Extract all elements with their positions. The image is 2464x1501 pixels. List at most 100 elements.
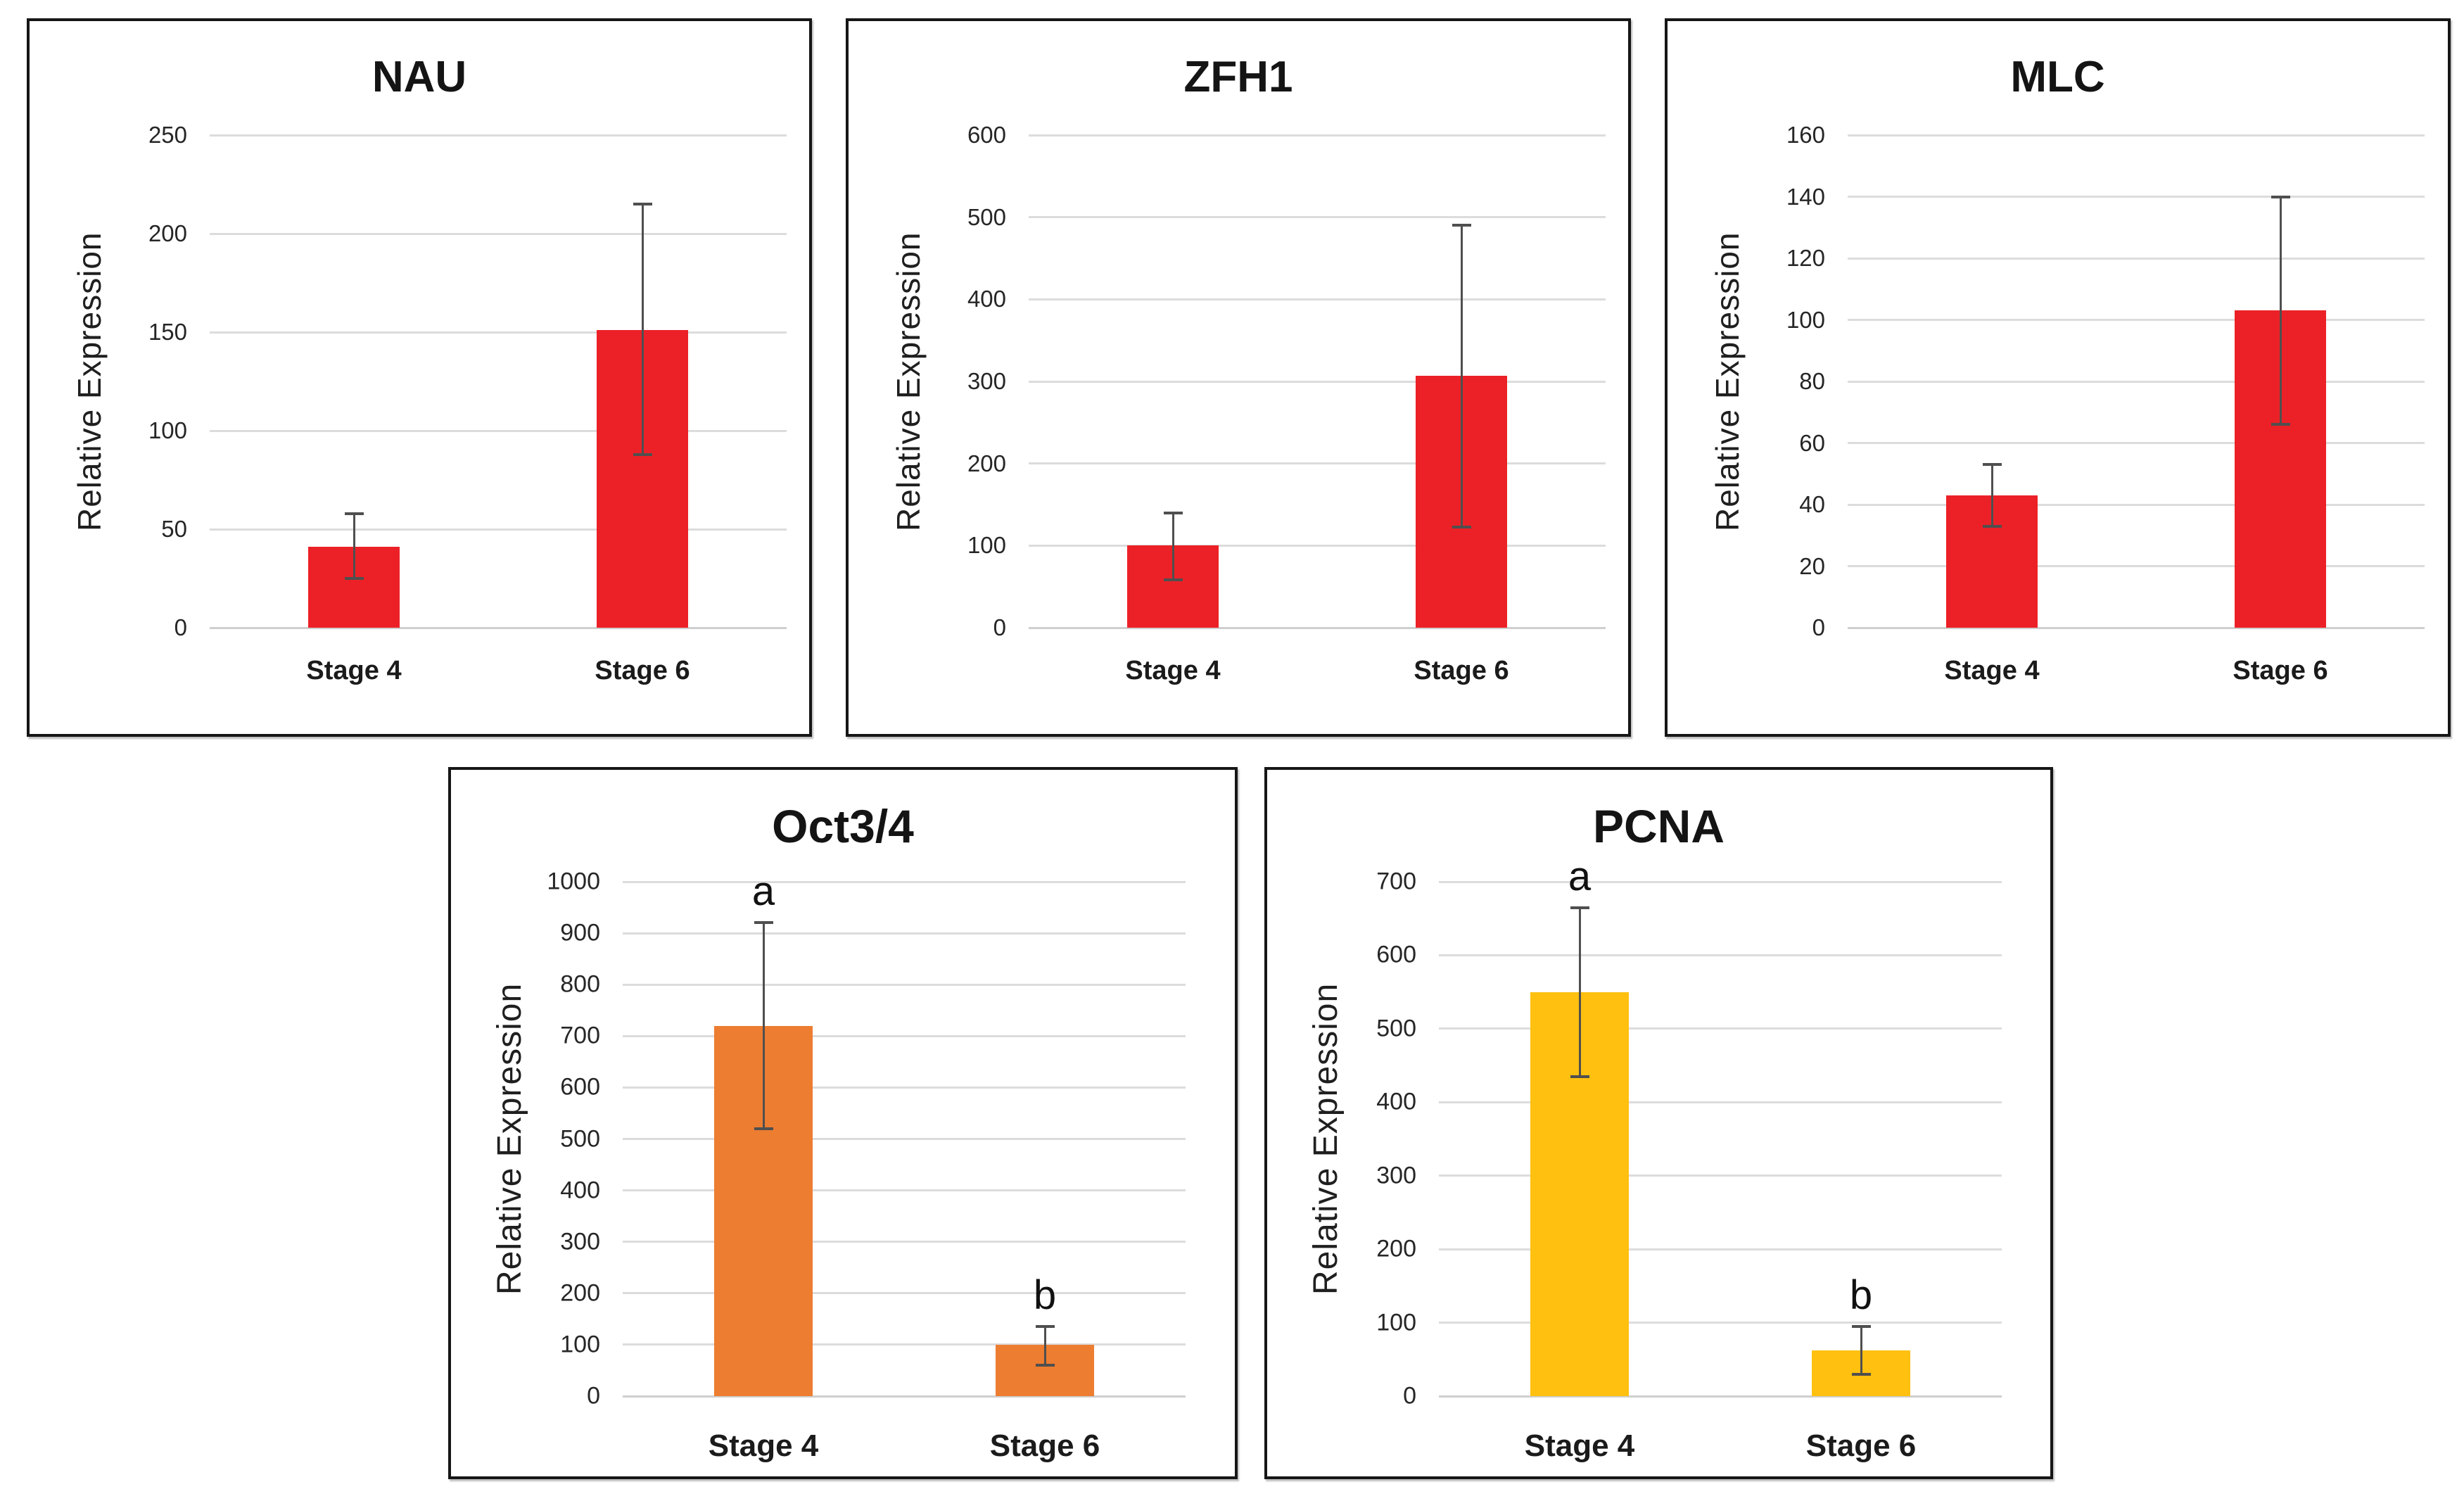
category-label: Stage 6 — [989, 1429, 1100, 1463]
gridline — [1029, 626, 1606, 629]
gridline — [1848, 319, 2425, 321]
gridline — [1848, 380, 2425, 383]
y-tick-label: 500 — [1376, 1015, 1416, 1042]
gridline — [623, 1138, 1186, 1140]
plot-area: 0 100 200 300 400 500 600 Stage 4 Stage 6 — [967, 122, 1606, 685]
category-label: Stage 4 — [1125, 656, 1221, 685]
error-bar-cap — [1570, 906, 1589, 909]
error-bar — [1171, 512, 1174, 581]
category-label: Stage 6 — [2233, 656, 2328, 685]
gridline — [1029, 380, 1606, 383]
y-tick-label: 250 — [148, 122, 187, 148]
error-bar-cap — [1035, 1364, 1055, 1367]
y-tick-label: 150 — [148, 319, 187, 345]
chart-title: ZFH1 — [1183, 53, 1293, 101]
y-tick-label: 0 — [993, 614, 1006, 640]
y-tick-label: 500 — [560, 1125, 600, 1152]
y-tick-label: 400 — [967, 286, 1006, 312]
y-tick-label: 80 — [1799, 368, 1825, 394]
gridline — [1029, 216, 1606, 219]
gridline — [1848, 196, 2425, 198]
error-bar — [1460, 225, 1463, 527]
gridline — [210, 429, 787, 432]
error-bar-cap — [1982, 524, 2002, 528]
gridline — [1848, 626, 2425, 629]
y-axis-label: Relative Expression — [1709, 232, 1746, 531]
y-tick-label: 100 — [560, 1331, 600, 1358]
gridline — [210, 626, 787, 629]
category-label: Stage 6 — [595, 656, 690, 685]
y-tick-label: 100 — [1786, 306, 1825, 333]
error-bar — [2279, 196, 2282, 425]
y-tick-label: 1000 — [547, 868, 600, 895]
error-bar — [1990, 464, 1993, 526]
chart-title: Oct3/4 — [772, 800, 914, 852]
gridline — [210, 528, 787, 531]
chart-title: NAU — [371, 53, 467, 101]
y-tick-label: 200 — [560, 1279, 600, 1307]
chart-panel-nau: NAU Relative Expression 0 50 100 150 200 250 S… — [27, 18, 812, 737]
significance-letter: a — [751, 868, 775, 915]
error-bar-cap — [1851, 1372, 1871, 1376]
chart-panel-mlc: MLC Relative Expression 0 20 40 60 80 100 120 1… — [1665, 18, 2451, 737]
error-bar-cap — [1452, 224, 1471, 227]
gridline — [1439, 1248, 2002, 1250]
category-label: Stage 6 — [1805, 1429, 1917, 1463]
y-axis-label: Relative Expression — [1307, 982, 1345, 1296]
gridline — [623, 1292, 1186, 1295]
y-axis-label: Relative Expression — [890, 232, 927, 531]
gridline — [1439, 880, 2002, 883]
plot-area: 0 100 200 300 400 500 600 700 800 900 1000 Stage 4 a… — [547, 868, 1186, 1463]
y-tick-label: 0 — [1403, 1382, 1416, 1410]
error-bar — [353, 513, 355, 578]
error-bar — [762, 923, 765, 1129]
gridline — [623, 983, 1186, 986]
error-bar-cap — [2271, 195, 2290, 198]
gridline — [623, 880, 1186, 883]
y-tick-label: 400 — [560, 1177, 600, 1204]
y-tick-label: 900 — [560, 919, 600, 946]
gridline — [1439, 1174, 2002, 1177]
y-axis-label: Relative Expression — [491, 982, 528, 1296]
y-tick-label: 500 — [967, 203, 1006, 230]
error-bar-cap — [1452, 525, 1471, 528]
y-tick-label: 100 — [967, 532, 1006, 559]
y-tick-label: 400 — [1376, 1088, 1416, 1115]
y-tick-label: 600 — [967, 122, 1006, 148]
gridline — [1439, 1395, 2002, 1398]
gridline — [1848, 257, 2425, 260]
plot-area: 0 100 200 300 400 500 600 700 Stage 4 a Stage 6 b — [1376, 854, 2002, 1463]
error-bar-cap — [1982, 463, 2002, 467]
category-label: Stage 4 — [708, 1429, 819, 1463]
error-bar — [1043, 1326, 1046, 1366]
error-bar — [641, 204, 644, 455]
y-tick-label: 200 — [148, 220, 187, 246]
error-bar — [1578, 907, 1581, 1077]
y-tick-label: 0 — [587, 1382, 600, 1410]
plot-area: 0 50 100 150 200 250 Stage 4 Stage 6 — [148, 122, 787, 685]
gridline — [210, 331, 787, 334]
y-tick-label: 200 — [967, 450, 1006, 476]
gridline — [623, 1343, 1186, 1346]
y-tick-label: 50 — [161, 516, 187, 542]
chart-title: MLC — [2010, 53, 2105, 101]
chart-title: PCNA — [1592, 800, 1725, 852]
error-bar-cap — [633, 452, 652, 456]
significance-letter: a — [1568, 853, 1592, 899]
y-tick-label: 100 — [1376, 1309, 1416, 1336]
category-label: Stage 4 — [1524, 1429, 1635, 1463]
y-tick-label: 60 — [1799, 429, 1825, 456]
y-tick-label: 700 — [560, 1022, 600, 1049]
gridline — [623, 932, 1186, 935]
gridline — [623, 1189, 1186, 1192]
error-bar-cap — [1163, 511, 1183, 514]
error-bar-cap — [344, 577, 364, 580]
y-tick-label: 700 — [1376, 868, 1416, 895]
error-bar-cap — [1570, 1075, 1589, 1078]
y-tick-label: 600 — [560, 1073, 600, 1101]
y-tick-label: 300 — [1376, 1162, 1416, 1189]
gridline — [623, 1034, 1186, 1037]
gridline — [1848, 442, 2425, 444]
gridline — [1848, 503, 2425, 506]
chart-panel-zfh1: ZFH1 Relative Expression 0 100 200 300 400 50… — [846, 18, 1631, 737]
